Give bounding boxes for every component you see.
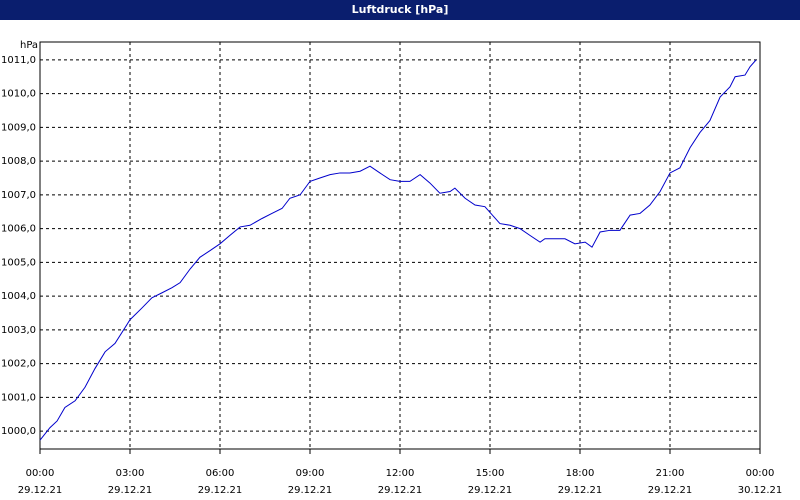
data-line [39,59,757,441]
chart-title: Luftdruck [hPa] [352,3,449,16]
x-tick-label: 00:00 [746,468,775,479]
x-tick-label: 15:00 [476,468,505,479]
y-tick-label: 1010,0 [1,89,36,100]
x-tick-date: 29.12.21 [558,485,603,496]
y-axis-label: hPa [20,40,38,51]
y-tick-label: 1008,0 [1,156,36,167]
y-tick-label: 1005,0 [1,257,36,268]
x-tick-date: 29.12.21 [18,485,63,496]
x-tick-date: 29.12.21 [468,485,513,496]
y-tick-label: 1007,0 [1,190,36,201]
x-tick-date: 29.12.21 [378,485,423,496]
x-tick-label: 03:00 [116,468,145,479]
y-tick-label: 1004,0 [1,291,36,302]
plot-frame [39,41,761,450]
y-tick-label: 1003,0 [1,325,36,336]
x-tick-date: 29.12.21 [108,485,153,496]
y-tick-label: 1009,0 [1,122,36,133]
y-tick-label: 1002,0 [1,359,36,370]
title-bar [0,0,800,20]
x-tick-label: 06:00 [206,468,235,479]
x-tick-label: 00:00 [26,468,55,479]
y-tick-label: 1006,0 [1,224,36,235]
x-tick-label: 09:00 [296,468,325,479]
y-tick-label: 1000,0 [1,426,36,437]
x-tick-label: 12:00 [386,468,415,479]
x-tick-date: 30.12.21 [738,485,783,496]
y-tick-label: 1001,0 [1,392,36,403]
x-tick-label: 21:00 [656,468,685,479]
x-tick-label: 18:00 [566,468,595,479]
y-tick-label: 1011,0 [1,55,36,66]
x-tick-date: 29.12.21 [648,485,693,496]
x-tick-date: 29.12.21 [198,485,243,496]
x-tick-date: 29.12.21 [288,485,333,496]
